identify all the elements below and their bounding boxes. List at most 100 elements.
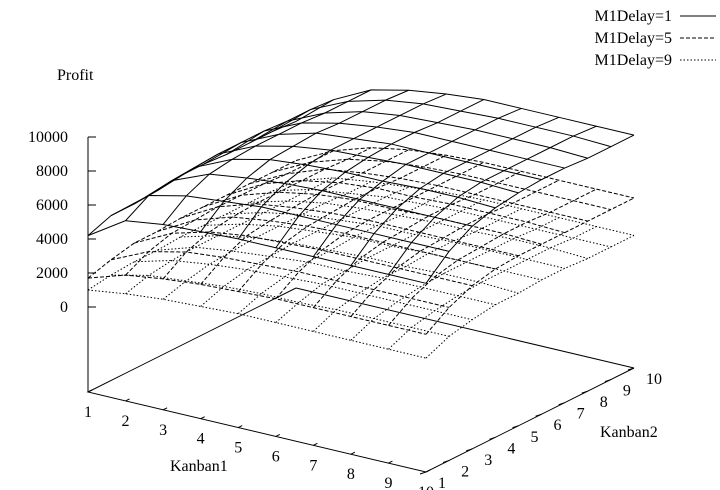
mesh-line-y <box>237 154 447 292</box>
mesh-line-x <box>157 246 496 306</box>
mesh-line-y <box>275 99 485 249</box>
mesh-line-x <box>295 147 635 199</box>
mesh-line-y <box>237 93 447 240</box>
z-tick-label: 8000 <box>36 163 68 180</box>
mesh-line-y <box>350 179 560 317</box>
z-tick-label: 6000 <box>36 197 68 214</box>
mesh-line-y <box>425 234 635 359</box>
y-tick-label: 8 <box>600 394 608 411</box>
x-tick-mark <box>162 407 168 411</box>
surface-m1delay-1 <box>87 89 635 284</box>
x-tick-mark <box>350 451 356 455</box>
x-tick-label: 10 <box>418 484 434 490</box>
x-tick-mark <box>87 389 93 393</box>
mesh-line-x <box>203 132 542 181</box>
y-tick-label: 4 <box>507 440 515 457</box>
x-tick-mark <box>388 460 393 464</box>
mesh-line-y <box>275 161 485 300</box>
mesh-line-x <box>249 111 588 159</box>
mesh-line-y <box>388 125 597 275</box>
legend-label: M1Delay=9 <box>595 52 672 69</box>
z-tick-label: 10000 <box>28 129 68 146</box>
mesh-line-x <box>157 158 496 209</box>
mesh-line-y <box>87 160 297 279</box>
legend-label: M1Delay=5 <box>595 30 672 47</box>
mesh-line-y <box>425 197 635 335</box>
y-tick-mark <box>466 448 473 452</box>
mesh-line-x <box>226 212 565 269</box>
mesh-line-x <box>87 289 427 359</box>
x-tick-label: 6 <box>272 448 280 465</box>
mesh-line-x <box>134 259 473 321</box>
y-tick-label: 3 <box>484 452 492 469</box>
tick-label-layer: 0200040006000800010000123456789101234567… <box>28 129 662 490</box>
y-tick-label: 5 <box>530 429 538 446</box>
y-tick-mark <box>604 379 612 383</box>
y-tick-mark <box>489 436 496 440</box>
x-tick-mark <box>237 425 243 429</box>
mesh-line-x <box>111 251 450 308</box>
mesh-line-x <box>87 274 427 335</box>
mesh-line-x <box>226 180 565 234</box>
legend-label: M1Delay=1 <box>595 8 672 25</box>
y-axis-label: Kanban2 <box>600 424 658 441</box>
base-plane-edges <box>86 287 635 473</box>
x-tick-mark <box>275 433 281 437</box>
mesh-line-y <box>200 149 409 285</box>
y-tick-mark <box>419 471 427 475</box>
mesh-line-x <box>134 231 473 287</box>
mesh-line-x <box>249 200 588 259</box>
x-tick-label: 9 <box>384 475 392 490</box>
mesh-line-x <box>111 274 450 337</box>
mesh-line-y <box>87 180 297 291</box>
mesh-line-x <box>133 173 473 227</box>
mesh-line-y <box>312 170 522 308</box>
mesh-line-y <box>388 188 597 326</box>
mesh-line-x <box>180 235 519 294</box>
x-tick-mark <box>425 469 431 473</box>
z-axis-label: Profit <box>57 67 94 84</box>
mesh-line-y <box>350 217 560 341</box>
x-tick-label: 4 <box>197 431 205 448</box>
legend: M1Delay=1 M1Delay=5 M1Delay=9 <box>595 8 716 69</box>
mesh-line-y <box>312 107 522 257</box>
mesh-line-x <box>180 203 519 257</box>
y-tick-label: 7 <box>577 406 585 423</box>
y-tick-mark <box>558 402 565 406</box>
mesh-line-x <box>203 223 542 281</box>
y-tick-mark <box>581 390 588 394</box>
mesh-line-x <box>110 195 450 252</box>
base-plane-back-edge <box>295 287 635 369</box>
mesh-line-y <box>312 208 522 332</box>
x-tick-mark <box>200 416 205 420</box>
y-tick-mark <box>535 413 542 417</box>
mesh-line-y <box>275 199 485 323</box>
x-tick-label: 1 <box>84 404 92 421</box>
mesh-line-x <box>203 191 542 245</box>
mesh-line-y <box>162 147 372 280</box>
mesh-line-x <box>180 145 519 194</box>
y-tick-label: 10 <box>646 371 662 388</box>
mesh-line-x <box>87 220 427 284</box>
x-axis-label: Kanban1 <box>170 458 228 475</box>
mesh-line-x <box>272 158 612 211</box>
mesh-line-y <box>388 226 597 350</box>
mesh-line-y <box>125 150 334 276</box>
x-tick-mark <box>125 398 130 402</box>
y-tick-label: 2 <box>461 463 469 480</box>
mesh-line-y <box>350 116 560 266</box>
surface-m1delay-5 <box>87 147 635 335</box>
mesh-line-y <box>200 89 409 232</box>
y-tick-label: 1 <box>438 475 446 490</box>
surface-layer <box>87 89 635 359</box>
z-tick-label: 0 <box>60 299 68 316</box>
y-tick-label: 9 <box>623 383 631 400</box>
mesh-line-x <box>249 168 588 222</box>
mesh-line-x <box>272 99 612 148</box>
x-tick-mark <box>313 442 318 446</box>
y-tick-mark <box>512 425 519 429</box>
axes-layer <box>86 137 635 473</box>
x-tick-label: 8 <box>347 466 355 483</box>
mesh-line-y <box>162 181 372 300</box>
